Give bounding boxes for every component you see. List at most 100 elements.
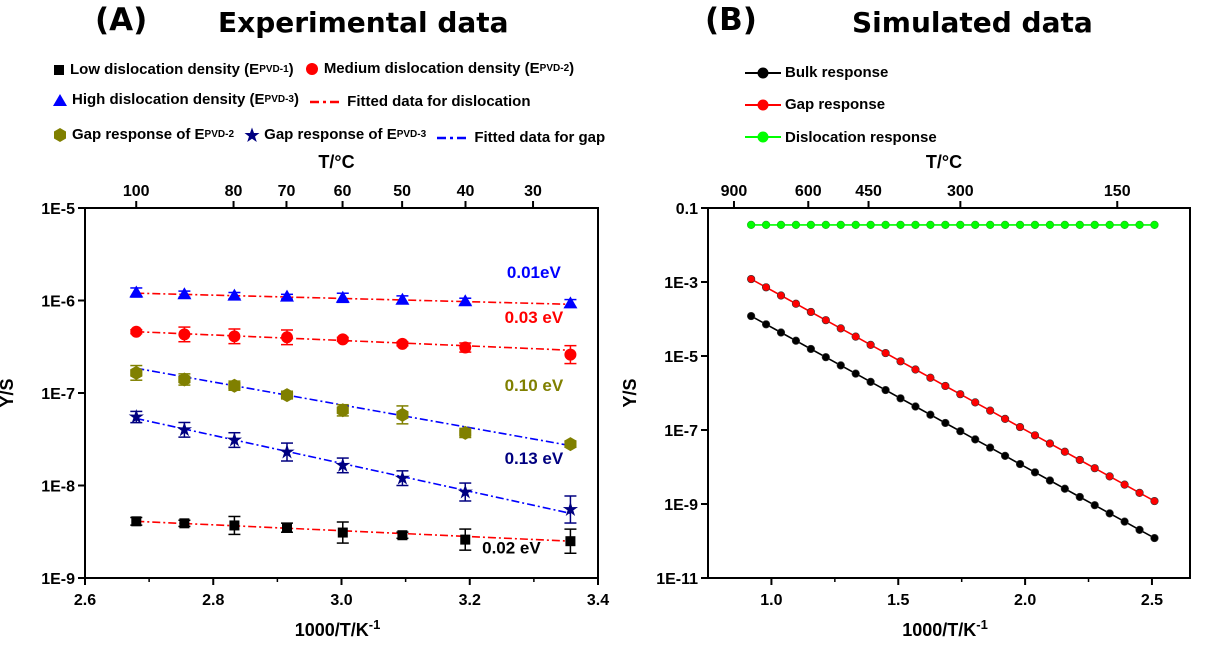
legend-label: Fitted data for dislocation [347,93,531,110]
panel-a-data-point [564,437,577,452]
panel-a-data-point [564,348,577,361]
panel-a-data-point [279,444,295,459]
line-circle-icon [745,99,781,111]
panel-b-data-point [761,283,771,292]
panel-b-data-point [1120,220,1129,229]
panel-b-top-tick-label: 300 [947,183,974,200]
panel-b-top-axis-label: T/°C [926,152,962,172]
panel-b-legend: Bulk response Gap response Dislocation r… [745,58,943,155]
panel-b-data-point [1075,492,1084,502]
panel-a-data-point [279,289,294,302]
legend-label: Bulk response [785,64,889,81]
panel-b-data-point [1030,468,1040,477]
panel-b-data-point [1030,220,1040,229]
panel-b-data-point [821,220,830,229]
panel-b-data-point [1135,220,1144,229]
panel-b-x-tick-label: 2.0 [1014,592,1036,609]
panel-a-data-point [227,288,242,301]
legend-item-low-dislocation: Low dislocation density (E PVD-1) [52,61,294,78]
panel-a-activation-label: 0.01eV [507,263,562,282]
panel-b-data-point [1000,220,1010,229]
panel-b-y-tick-label: 1E-7 [664,423,698,440]
panel-b-data-point [911,220,920,229]
star-marker-icon [244,127,260,142]
panel-b-data-point [896,220,905,229]
legend-item-bulk: Bulk response [745,58,888,88]
panel-b-label: (B) [705,2,757,38]
panel-a-top-tick-label: 80 [225,183,243,200]
panel-b-data-point [986,406,995,415]
panel-b-top-tick-label: 600 [795,183,822,200]
panel-b-data-point [971,435,980,444]
legend-label-end: ) [293,91,299,108]
panel-b-data-point [761,320,771,329]
legend-label: Low dislocation density (E [70,61,260,78]
panel-b-series-line [750,315,1155,539]
panel-b-data-point [881,385,890,395]
panel-a-data-point [457,484,473,499]
panel-a-label: (A) [95,2,148,38]
panel-b-data-point [971,220,980,229]
panel-a-title: Experimental data [218,6,509,39]
legend-label-end: ) [569,60,575,77]
panel-a-legend-row-1: Low dislocation density (E PVD-1) Medium … [52,60,580,81]
panel-b-data-point [926,220,935,229]
panel-a-activation-label: 0.10 eV [505,376,564,395]
panel-b-top-tick-label: 900 [721,183,748,200]
panel-a-x-axis-label: 1000/T/K-1 [295,617,381,640]
panel-a-x-tick-label: 3.0 [330,592,352,609]
panel-a-data-point [228,330,241,343]
panel-b-data-point [1120,480,1129,489]
panel-b-data-point [956,427,965,436]
panel-b-data-point [911,365,920,374]
panel-b-data-point [941,381,950,391]
panel-b-data-point [1075,220,1084,229]
panel-b-series-line [750,278,1155,502]
legend-item-gap-pvd3: Gap response of E PVD-3 [244,126,426,143]
legend-label-end: ) [288,61,294,78]
panel-a-data-point [177,287,192,300]
panel-b-data-point [1150,533,1159,543]
panel-a-x-tick-label: 3.2 [459,592,481,609]
panel-a-data-point [562,501,578,516]
dashdot-line-icon [310,100,343,103]
panel-b-data-point [1120,517,1129,526]
panel-b-y-tick-label: 1E-3 [664,275,698,292]
panel-a-data-point [176,421,192,437]
line-circle-icon [745,131,781,143]
panel-b-data-point [866,340,875,349]
panel-a-data-point [281,522,292,533]
panel-a-top-tick-label: 60 [334,183,352,200]
panel-a-data-point [336,403,349,418]
panel-b-data-point [866,377,875,386]
panel-a-data-point [337,527,348,538]
panel-b-data-point [1105,509,1114,518]
panel-b-data-point [896,357,905,366]
panel-a-data-point [459,425,472,440]
panel-b-data-point [881,220,890,229]
legend-item-gap: Gap response [745,90,885,120]
panel-a-data-point [335,457,351,472]
panel-a-y-axis-label: Y/S [0,378,17,407]
panel-a-top-tick-label: 100 [123,183,150,200]
panel-a-y-tick-label: 1E-6 [41,294,75,311]
panel-b-data-point [791,336,801,345]
panel-b-data-point [747,220,756,229]
circle-marker-icon [305,62,318,75]
panel-b-data-point [1060,447,1069,456]
panel-a-data-point [178,372,191,387]
panel-b-data-point [1135,488,1144,497]
legend-item-fit-dislocation: Fitted data for dislocation [309,93,531,110]
legend-subscript: PVD-2 [539,63,570,74]
legend-item-high-dislocation: High dislocation density (E PVD-3) [52,91,299,108]
panel-b-data-point [986,220,995,229]
panel-b-data-point [956,390,965,399]
panel-a-data-point [130,365,143,380]
line-circle-icon [745,67,781,79]
panel-b-data-point [1105,220,1114,229]
panel-b-y-tick-label: 1E-5 [664,349,698,366]
panel-a-x-tick-label: 2.6 [74,592,96,609]
panel-b-data-point [836,361,845,370]
panel-b-data-point [926,410,935,419]
